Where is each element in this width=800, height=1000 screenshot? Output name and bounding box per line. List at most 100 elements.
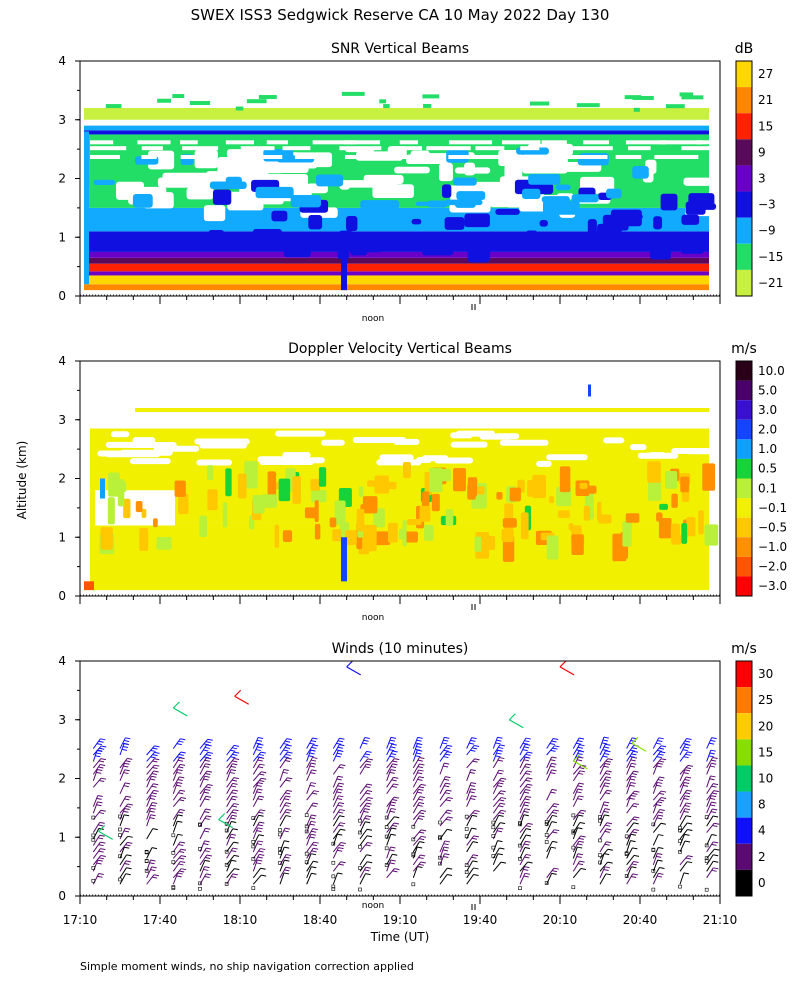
wind-barb xyxy=(386,833,396,846)
wind-barb-flag xyxy=(258,840,264,843)
wind-barb-flag xyxy=(178,740,184,743)
wind-barb-shaft xyxy=(199,757,207,769)
wind-barb-shaft xyxy=(332,750,339,762)
wind-calm-marker xyxy=(118,833,122,837)
wind-barb-shaft xyxy=(679,829,688,840)
wind-barb-flag xyxy=(284,811,290,814)
snr-patch xyxy=(456,191,486,201)
snr-patch xyxy=(235,106,244,111)
wind-barb-shaft xyxy=(386,827,392,840)
wind-barb xyxy=(92,859,103,872)
wind-barb-flag xyxy=(232,847,238,850)
wind-barb-flag xyxy=(340,764,346,767)
wind-barb xyxy=(466,860,478,872)
wind-barb-flag xyxy=(391,743,397,746)
wind-barb-flag xyxy=(660,822,667,825)
doppler-base xyxy=(84,581,94,591)
wind-barb-flag xyxy=(179,870,185,873)
wind-calm-marker xyxy=(278,846,282,851)
x-tick-label: 17:10 xyxy=(63,913,98,927)
wind-barb-flag xyxy=(603,869,609,872)
wind-barb-flag xyxy=(285,779,291,782)
wind-barb-shaft xyxy=(119,842,128,853)
wind-barb-flag xyxy=(313,841,319,844)
wind-barb-flag xyxy=(711,792,718,795)
wind-barb-flag xyxy=(524,846,531,849)
wind-barb-shaft xyxy=(652,853,658,866)
wind-barb-flag xyxy=(234,689,242,697)
snr-patch xyxy=(464,213,490,228)
wind-barb-shaft xyxy=(306,821,312,833)
wind-barb-shaft xyxy=(332,833,338,846)
wind-barb xyxy=(519,763,532,775)
wind-calm-marker xyxy=(544,820,549,824)
snr-patch xyxy=(422,245,454,256)
wind-barb xyxy=(226,803,239,814)
wind-barb-flag xyxy=(470,749,476,752)
wind-calm-marker xyxy=(438,836,442,841)
wind-barb-flag xyxy=(579,767,585,770)
wind-barb-flag xyxy=(204,876,210,878)
snr-panel-title: SNR Vertical Beams xyxy=(331,41,469,57)
wind-barb-shaft xyxy=(119,814,125,827)
x-tick-label: 17:40 xyxy=(143,913,178,927)
wind-barb xyxy=(92,749,103,762)
wind-barb xyxy=(199,775,210,788)
wind-barb xyxy=(412,865,423,878)
wind-barb-flag xyxy=(550,765,556,768)
wind-barb xyxy=(119,846,130,859)
wind-barb-shaft xyxy=(172,757,181,769)
wind-barb xyxy=(546,829,560,840)
wind-barb xyxy=(572,744,585,756)
wind-barb-flag xyxy=(97,795,103,798)
wind-barb-flag xyxy=(364,753,371,756)
wind-barb xyxy=(359,815,372,827)
wind-calm-marker xyxy=(198,886,202,891)
wind-barb-flag xyxy=(99,779,105,782)
snr-patch xyxy=(389,233,417,240)
wind-barb-flag xyxy=(285,866,291,869)
wind-calm-marker xyxy=(491,820,496,825)
wind-barb-flag xyxy=(471,795,477,798)
wind-barb-flag xyxy=(417,817,424,820)
wind-barb-flag xyxy=(443,856,449,859)
wind-barb-shaft xyxy=(146,783,154,795)
wind-barb-flag xyxy=(149,862,155,865)
wind-barb-shaft xyxy=(252,782,259,794)
doppler-cell xyxy=(100,527,113,550)
wind-barb xyxy=(92,848,106,859)
wind-barb xyxy=(199,770,213,782)
wind-calm-marker xyxy=(384,846,389,851)
wind-barb-flag xyxy=(631,762,637,765)
colorbar-frame xyxy=(735,660,753,897)
wind-barb-flag xyxy=(445,799,451,802)
snr-patch xyxy=(522,188,541,200)
wind-barb-flag xyxy=(443,765,449,768)
colorbar-label: −15 xyxy=(758,250,783,264)
wind-barb-flag xyxy=(419,815,425,818)
wind-barb xyxy=(226,757,240,769)
snr-streak xyxy=(180,140,198,145)
wind-barb-flag xyxy=(309,836,315,839)
winds-noon-label: noon xyxy=(362,901,384,911)
wind-barb xyxy=(386,736,397,749)
wind-barb-shaft xyxy=(572,809,582,820)
wind-barb-shaft xyxy=(306,841,315,853)
wind-barb xyxy=(252,809,266,820)
x-tick-label: 20:40 xyxy=(623,913,658,927)
wind-barb xyxy=(546,745,560,756)
wind-barb-flag xyxy=(205,763,211,766)
wind-barb-shaft xyxy=(386,796,395,808)
wind-barb-flag xyxy=(577,753,583,756)
wind-barb-flag xyxy=(150,804,156,807)
wind-barb-flag xyxy=(206,770,213,773)
wind-barb xyxy=(279,777,293,788)
wind-barb-shaft xyxy=(386,822,395,833)
snr-streak xyxy=(282,146,311,151)
wind-barb-flag xyxy=(500,790,506,793)
wind-calm-marker xyxy=(358,844,362,849)
x-tick-label: 20:10 xyxy=(543,913,578,927)
wind-barb-flag xyxy=(309,749,315,752)
wind-barb xyxy=(706,867,719,879)
wind-barb xyxy=(679,855,693,866)
